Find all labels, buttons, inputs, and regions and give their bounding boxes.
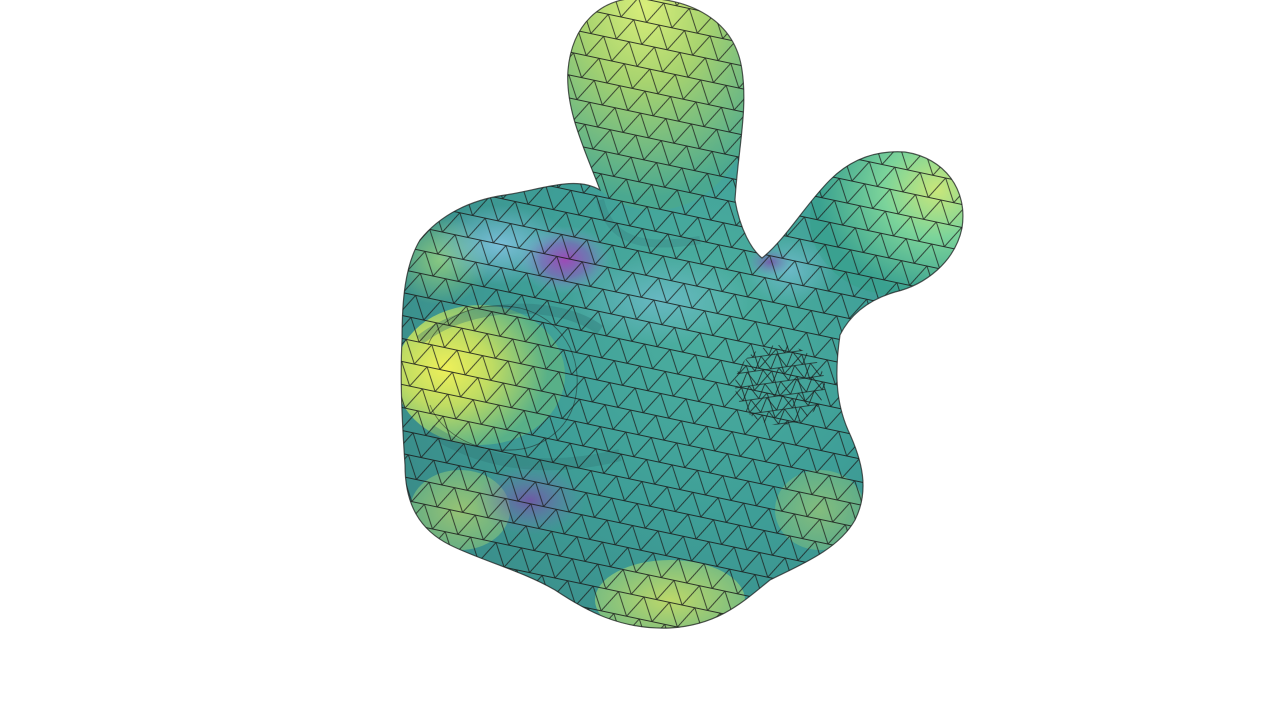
mesh-surface xyxy=(400,0,964,629)
